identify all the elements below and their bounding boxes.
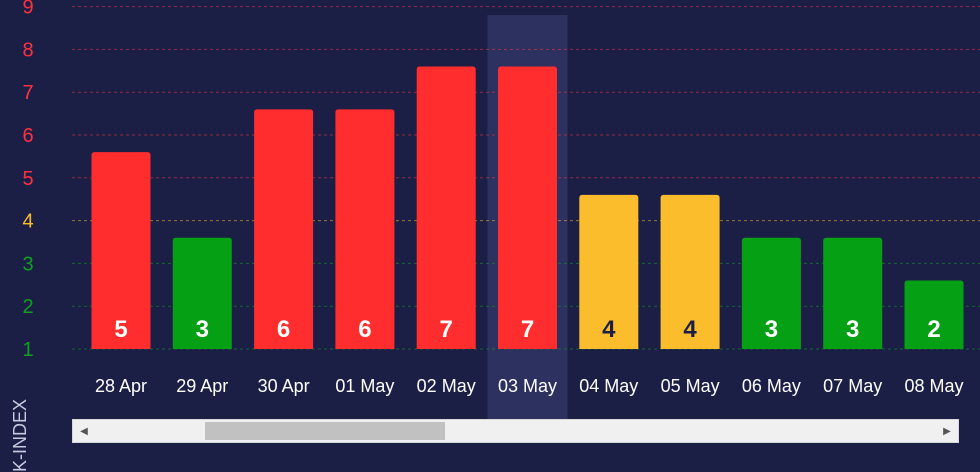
bar	[579, 194, 639, 349]
bar-data-label: 3	[196, 316, 209, 343]
bar	[335, 109, 395, 349]
y-tick-label: 3	[22, 253, 33, 275]
bar-data-label: 7	[521, 316, 534, 343]
scroll-right-arrow-icon[interactable]: ▶	[943, 425, 951, 437]
bar-data-label: 3	[765, 316, 778, 343]
x-tick-label: 07 May	[823, 376, 882, 396]
y-tick-label: 6	[22, 125, 33, 147]
bar-data-label: 3	[846, 316, 859, 343]
x-tick-label: 01 May	[335, 376, 394, 396]
bar	[172, 237, 232, 349]
bar	[741, 237, 801, 349]
bar-data-label: 6	[358, 316, 371, 343]
x-tick-label: 02 May	[417, 376, 476, 396]
bar-data-label: 6	[277, 316, 290, 343]
bar-data-label: 5	[114, 316, 127, 343]
y-tick-label: 4	[22, 211, 33, 233]
y-tick-label: 7	[22, 82, 33, 104]
scroll-left-arrow-icon[interactable]: ◀	[80, 425, 88, 437]
y-tick-label: 9	[22, 0, 33, 19]
y-tick-label: 8	[22, 39, 33, 61]
y-tick-label: 2	[22, 296, 33, 318]
x-tick-label: 03 May	[498, 376, 557, 396]
bar	[254, 109, 314, 349]
y-tick-label: 1	[22, 339, 33, 361]
y-tick-label: 5	[22, 168, 33, 190]
bar	[660, 194, 720, 349]
bar	[498, 66, 557, 350]
y-axis-title: K-INDEX	[10, 398, 30, 472]
bar-data-label: 2	[927, 316, 940, 343]
bar	[416, 66, 476, 350]
bar-data-label: 4	[683, 316, 697, 343]
x-tick-label: 30 Apr	[258, 376, 310, 396]
bar	[904, 280, 964, 349]
bar	[823, 237, 883, 349]
bar	[91, 152, 151, 349]
x-tick-label: 05 May	[661, 376, 720, 396]
x-tick-label: 04 May	[579, 376, 638, 396]
x-tick-label: 29 Apr	[176, 376, 228, 396]
x-tick-label: 06 May	[742, 376, 801, 396]
horizontal-scrollbar[interactable]: ◀ ▶	[72, 419, 959, 443]
scrollbar-thumb[interactable]	[205, 422, 445, 440]
x-tick-label: 08 May	[904, 376, 963, 396]
bar-data-label: 4	[602, 316, 616, 343]
x-tick-label: 28 Apr	[95, 376, 147, 396]
bar-data-label: 7	[440, 316, 453, 343]
